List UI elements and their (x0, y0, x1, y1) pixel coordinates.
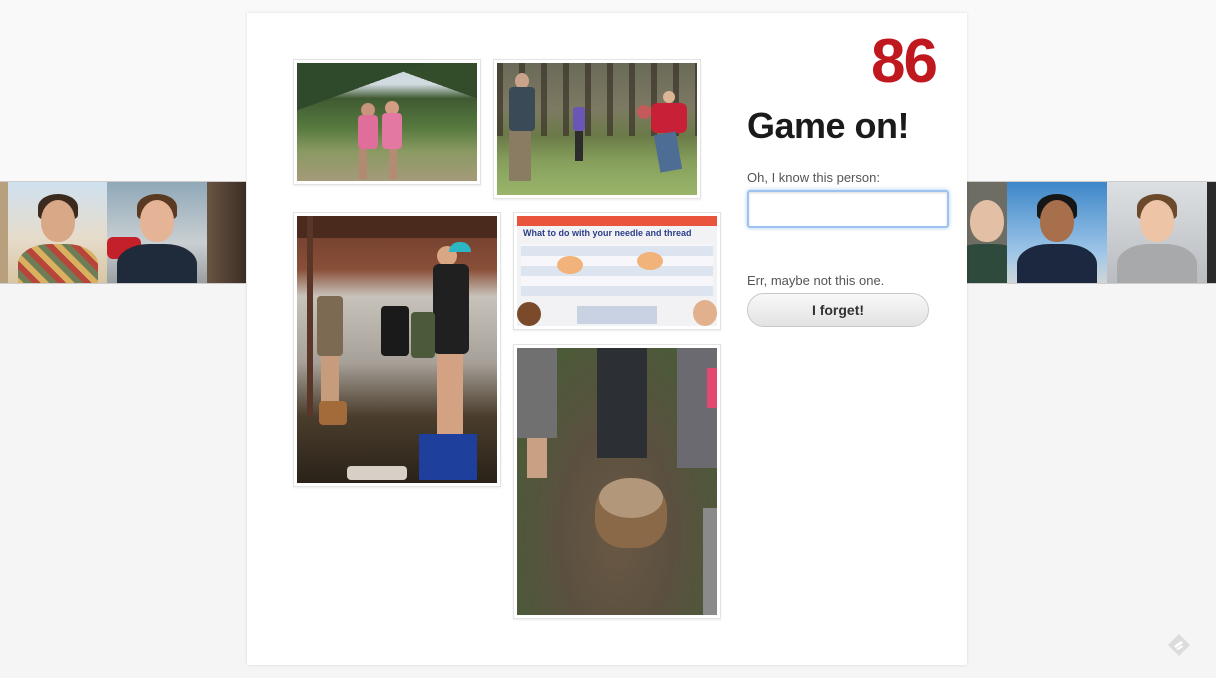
face-strip-left (0, 181, 246, 284)
face-thumbnail[interactable] (1107, 182, 1207, 283)
forget-button[interactable]: I forget! (747, 293, 929, 327)
game-card: What to do with your needle and thread 8… (247, 13, 967, 665)
poster-heading: What to do with your needle and thread (523, 228, 692, 238)
game-title: Game on! (747, 105, 910, 146)
photo-porch-crowd[interactable] (293, 212, 501, 487)
photo-forest-clearing[interactable] (493, 59, 701, 199)
face-thumbnail[interactable] (8, 182, 107, 283)
face-thumbnail[interactable] (0, 182, 8, 283)
photo-river-valley[interactable] (293, 59, 481, 185)
maybe-not-label: Err, maybe not this one. (747, 273, 885, 288)
face-thumbnail[interactable] (1207, 182, 1216, 283)
photo-instruction-poster[interactable]: What to do with your needle and thread (513, 212, 721, 330)
know-person-label: Oh, I know this person: (747, 170, 880, 185)
face-thumbnail[interactable] (967, 182, 1007, 283)
person-name-input[interactable] (747, 190, 949, 228)
face-thumbnail[interactable] (107, 182, 207, 283)
photo-tree-stump[interactable] (513, 344, 721, 619)
face-thumbnail[interactable] (1007, 182, 1107, 283)
face-thumbnail[interactable] (207, 182, 246, 283)
score-counter: 86 (871, 27, 938, 96)
feather-logo-icon[interactable] (1167, 633, 1191, 657)
face-strip-right (967, 181, 1216, 284)
